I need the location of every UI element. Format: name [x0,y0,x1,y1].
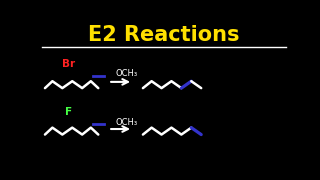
Text: F: F [65,107,72,117]
Text: OCH₃: OCH₃ [116,69,138,78]
Text: Br: Br [62,59,75,69]
Text: OCH₃: OCH₃ [116,118,138,127]
Text: E2 Reactions: E2 Reactions [88,25,240,46]
